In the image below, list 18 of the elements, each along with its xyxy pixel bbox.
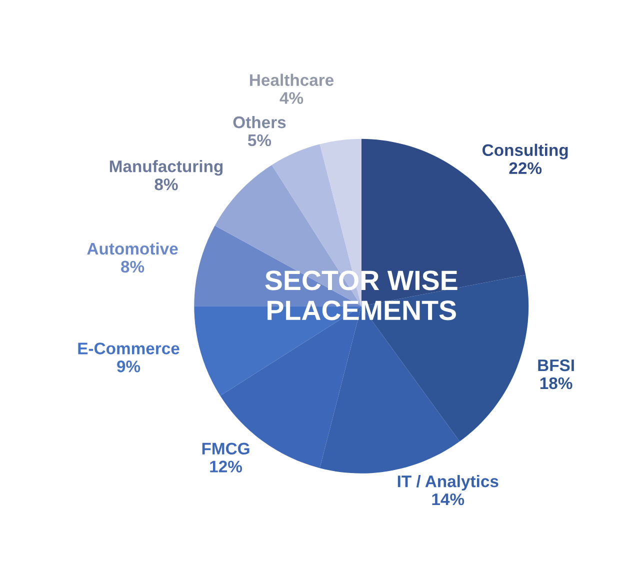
slice-label: FMCG	[202, 442, 250, 455]
data-label: 4%	[280, 92, 304, 104]
data-label: 8%	[154, 178, 178, 190]
data-label: 22%	[509, 162, 542, 174]
slice-label: BFSI	[538, 359, 574, 372]
data-label: 18%	[540, 377, 572, 390]
slice-label: Manufacturing	[110, 160, 223, 176]
slice-label: Automotive	[87, 242, 178, 255]
slice-label: E-Commerce	[78, 342, 180, 354]
data-label: 12%	[210, 460, 242, 472]
slice-label: Consulting	[482, 144, 568, 160]
slice-label: IT / Analytics	[398, 475, 498, 491]
data-label: 14%	[432, 493, 464, 506]
data-label: 9%	[117, 360, 140, 372]
data-label: 8%	[121, 260, 144, 273]
data-label: 5%	[248, 134, 272, 146]
slice-label: Healthcare	[250, 74, 334, 86]
slice-label: Others	[233, 116, 286, 128]
